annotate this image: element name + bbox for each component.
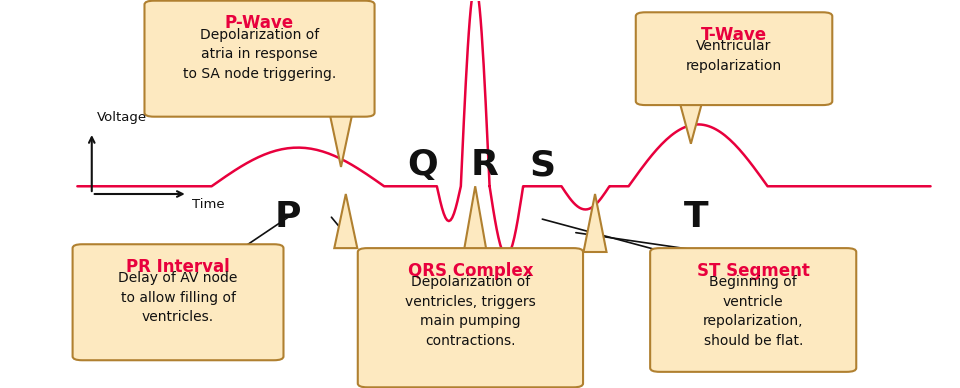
Text: Ventricular
repolarization: Ventricular repolarization bbox=[686, 39, 782, 73]
Text: PR Interval: PR Interval bbox=[126, 258, 229, 276]
FancyBboxPatch shape bbox=[650, 248, 856, 372]
Text: ST Segment: ST Segment bbox=[697, 262, 809, 280]
Text: Depolarization of
atria in response
to SA node triggering.: Depolarization of atria in response to S… bbox=[183, 28, 336, 81]
Polygon shape bbox=[680, 101, 703, 144]
Text: Beginning of
ventricle
repolarization,
should be flat.: Beginning of ventricle repolarization, s… bbox=[703, 275, 804, 348]
Text: S: S bbox=[529, 148, 556, 182]
Polygon shape bbox=[329, 113, 352, 167]
FancyBboxPatch shape bbox=[358, 248, 583, 387]
Polygon shape bbox=[334, 194, 357, 248]
Text: Time: Time bbox=[192, 198, 225, 211]
Text: QRS Complex: QRS Complex bbox=[408, 262, 533, 280]
FancyBboxPatch shape bbox=[636, 12, 832, 105]
Text: Depolarization of
ventricles, triggers
main pumping
contractions.: Depolarization of ventricles, triggers m… bbox=[405, 275, 536, 348]
Polygon shape bbox=[584, 194, 607, 252]
Text: P-Wave: P-Wave bbox=[225, 14, 294, 32]
Text: Q: Q bbox=[407, 148, 438, 182]
Text: Voltage: Voltage bbox=[97, 111, 147, 125]
Text: T: T bbox=[684, 200, 708, 234]
Text: T-Wave: T-Wave bbox=[701, 26, 767, 44]
FancyBboxPatch shape bbox=[73, 244, 283, 360]
Text: Delay of AV node
to allow filling of
ventricles.: Delay of AV node to allow filling of ven… bbox=[118, 271, 238, 324]
Polygon shape bbox=[464, 186, 487, 252]
Text: R: R bbox=[470, 148, 499, 182]
FancyBboxPatch shape bbox=[145, 1, 374, 117]
Text: P: P bbox=[275, 200, 301, 234]
